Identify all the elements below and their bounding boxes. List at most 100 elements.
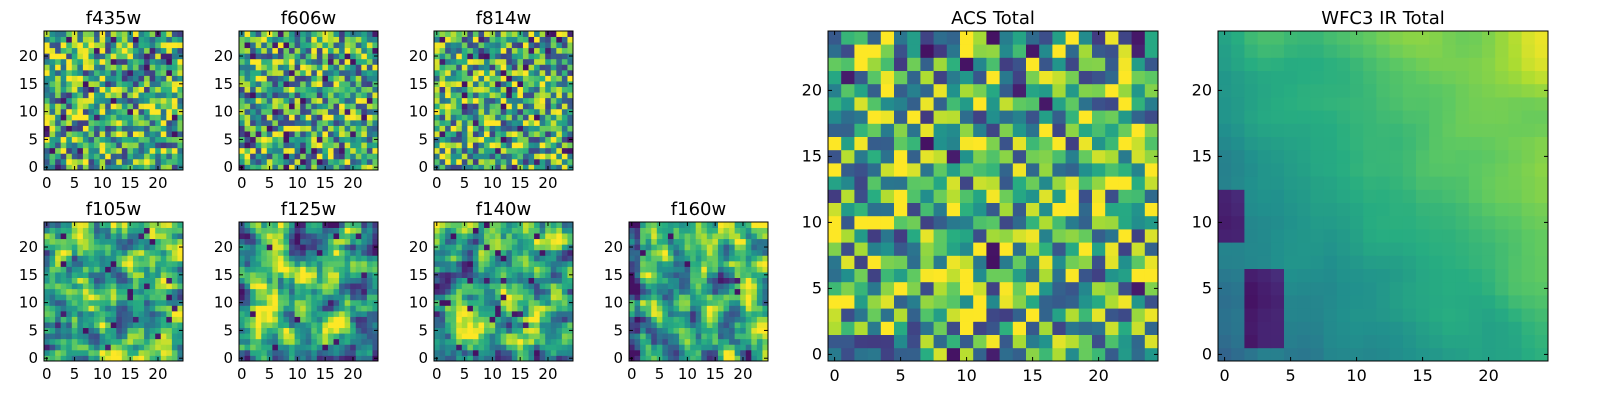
heatmap-cell — [300, 260, 307, 267]
heatmap-cell — [556, 222, 563, 228]
heatmap-cell — [679, 327, 685, 334]
heatmap-cell — [629, 266, 635, 273]
heatmap-cell — [327, 58, 334, 65]
heatmap-cell — [322, 294, 329, 301]
heatmap-cell — [77, 310, 84, 317]
heatmap-cell — [651, 283, 658, 290]
heatmap-cell — [640, 222, 647, 228]
heatmap-cell — [283, 86, 290, 93]
heatmap-cell — [439, 305, 446, 312]
heatmap-cell — [132, 244, 139, 251]
heatmap-cell — [49, 222, 56, 228]
heatmap-cell — [244, 92, 251, 99]
heatmap-cell — [255, 53, 262, 60]
heatmap-cell — [645, 349, 652, 356]
heatmap-cell — [327, 103, 334, 110]
heatmap-cell — [894, 229, 908, 243]
heatmap-cell — [99, 238, 106, 245]
heatmap-cell — [350, 299, 357, 306]
heatmap-cell — [171, 31, 178, 37]
heatmap-cell — [255, 97, 262, 104]
heatmap-cell — [350, 75, 357, 82]
heatmap-cell — [528, 119, 535, 126]
heatmap-cell — [999, 347, 1014, 362]
heatmap-cell — [272, 233, 279, 240]
heatmap-cell — [244, 355, 251, 362]
heatmap-cell — [355, 238, 362, 245]
heatmap-cell — [461, 92, 468, 99]
heatmap-cell — [690, 266, 697, 273]
heatmap-cell — [266, 322, 273, 329]
heatmap-cell — [489, 227, 496, 234]
heatmap-cell — [160, 53, 167, 60]
heatmap-cell — [88, 349, 95, 356]
heatmap-cell — [283, 255, 290, 262]
heatmap-cell — [71, 86, 78, 93]
heatmap-cell — [651, 277, 658, 284]
heatmap-cell — [361, 97, 368, 104]
heatmap-cell — [71, 47, 78, 54]
heatmap-cell — [60, 299, 67, 306]
heatmap-cell — [684, 327, 691, 334]
heatmap-cell — [266, 114, 273, 121]
heatmap-cell — [439, 316, 446, 323]
heatmap-cell — [506, 53, 513, 60]
heatmap-cell — [723, 266, 730, 273]
heatmap-cell — [132, 147, 139, 154]
heatmap-cell — [277, 81, 284, 87]
heatmap-cell — [355, 47, 362, 54]
heatmap-cell — [439, 103, 446, 110]
heatmap-cell — [94, 288, 100, 295]
heatmap-cell — [960, 255, 974, 269]
heatmap-cell — [920, 334, 934, 349]
heatmap-cell — [434, 47, 440, 54]
heatmap-cell — [561, 233, 568, 240]
heatmap-cell — [986, 229, 1000, 243]
heatmap-cell — [522, 64, 529, 71]
heatmap-cell — [528, 153, 535, 160]
heatmap-cell — [322, 266, 329, 273]
heatmap-cell — [545, 272, 552, 278]
heatmap-cell — [155, 310, 162, 317]
heatmap-cell — [756, 233, 763, 240]
heatmap-cell — [506, 249, 513, 256]
heatmap-cell — [99, 69, 106, 76]
heatmap-cell — [300, 327, 307, 334]
heatmap-cell — [60, 322, 67, 329]
heatmap-cell — [450, 147, 457, 154]
heatmap-cell — [467, 92, 474, 99]
heatmap-cell — [528, 272, 535, 278]
heatmap-cell — [261, 249, 268, 256]
heatmap-cell — [316, 344, 323, 351]
heatmap-cell — [907, 255, 921, 269]
heatmap-cell — [132, 153, 139, 160]
heatmap-cell — [171, 81, 178, 87]
heatmap-cell — [339, 227, 346, 234]
heatmap-cell — [634, 310, 641, 317]
heatmap-cell — [289, 322, 295, 329]
heatmap-cell — [656, 227, 663, 234]
heatmap-cell — [105, 103, 112, 110]
heatmap-cell — [283, 75, 290, 82]
heatmap-cell — [305, 92, 312, 99]
heatmap-cell — [361, 153, 368, 160]
heatmap-cell — [517, 58, 524, 65]
heatmap-cell — [495, 344, 502, 351]
heatmap-cell — [138, 322, 145, 329]
heatmap-cell — [1092, 255, 1106, 269]
heatmap-cell — [634, 255, 641, 262]
heatmap-cell — [239, 75, 245, 82]
heatmap-cell — [171, 249, 178, 256]
heatmap-cell — [478, 272, 485, 278]
heatmap-cell — [339, 222, 346, 228]
heatmap-cell — [311, 266, 318, 273]
heatmap-cell — [94, 158, 100, 165]
heatmap-cell — [717, 222, 724, 228]
heatmap-cell — [350, 266, 357, 273]
heatmap-cell — [1118, 163, 1132, 177]
heatmap-cell — [66, 305, 73, 312]
heatmap-cell — [439, 222, 446, 228]
heatmap-cell — [561, 255, 568, 262]
heatmap-cell — [656, 310, 663, 317]
heatmap-cell — [272, 322, 279, 329]
